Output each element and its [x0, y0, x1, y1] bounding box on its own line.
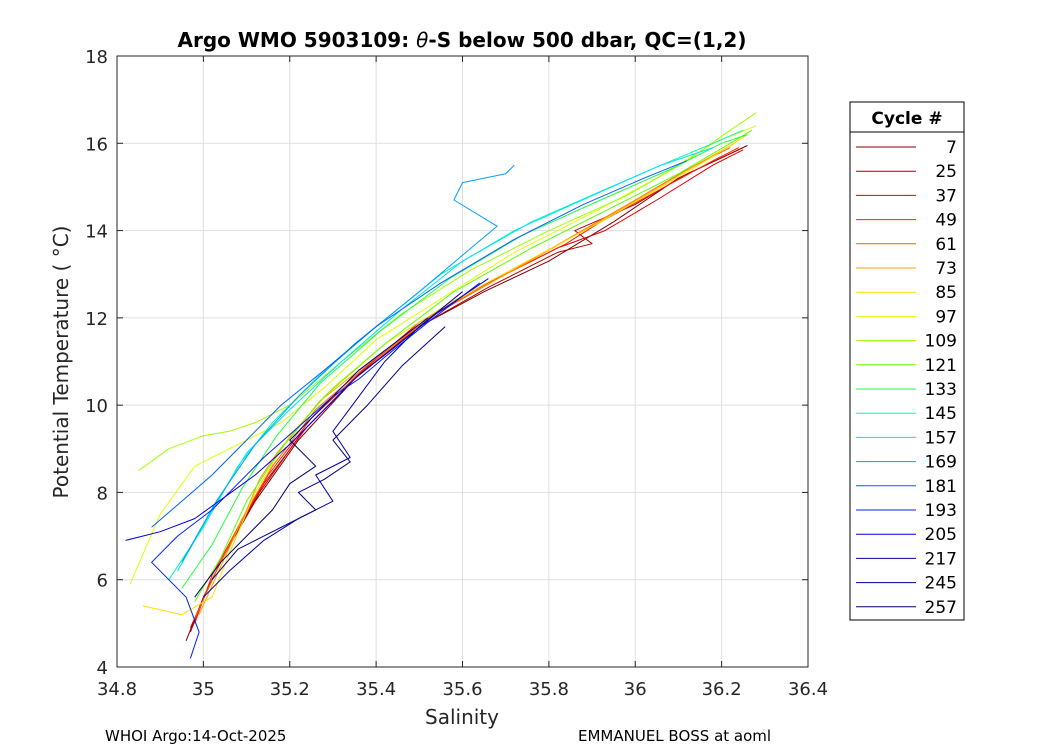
series-line-245 [211, 326, 446, 581]
series-line-205 [125, 278, 489, 541]
legend-label-245: 245 [925, 574, 957, 594]
y-tick-label: 8 [97, 483, 108, 504]
ticks: 34.8 35 35.2 35.4 35.6 35.8 36 36.2 36.4 4 6 8 10 12 1… [85, 47, 828, 700]
x-tick-label: 36.4 [788, 679, 828, 700]
legend-label-121: 121 [925, 356, 957, 376]
y-tick-label: 6 [97, 571, 108, 592]
x-tick-label: 35.6 [442, 679, 482, 700]
legend: Cycle # 7 25 37 49 61 73 85 97 109 121 133 145 157 16… [849, 101, 965, 621]
title-prefix: Argo WMO 5903109: [178, 28, 417, 52]
series-line-133 [181, 134, 748, 589]
y-tick-label: 12 [85, 309, 108, 330]
series-line-181 [151, 160, 688, 528]
series-line-169 [181, 164, 515, 563]
legend-label-97: 97 [935, 307, 957, 327]
series-group [125, 112, 757, 659]
legend-label-193: 193 [925, 501, 957, 521]
legend-label-217: 217 [925, 549, 957, 569]
y-tick-label: 14 [85, 222, 108, 243]
footer-right: EMMANUEL BOSS at aoml [578, 727, 771, 745]
chart-title: Argo WMO 5903109: θ-S below 500 dbar, QC… [178, 28, 747, 52]
legend-label-157: 157 [925, 428, 957, 448]
legend-label-169: 169 [925, 453, 957, 473]
y-tick-label: 10 [85, 396, 108, 417]
legend-label-257: 257 [925, 598, 957, 618]
legend-items: 7 25 37 49 61 73 85 97 109 121 133 145 157 169 181 193 2… [856, 138, 957, 618]
x-tick-label: 35 [192, 679, 215, 700]
x-tick-label: 34.8 [97, 679, 137, 700]
x-tick-label: 35.8 [529, 679, 569, 700]
legend-label-49: 49 [935, 211, 957, 231]
legend-box [849, 101, 965, 621]
legend-label-61: 61 [935, 235, 957, 255]
x-tick-label: 36.2 [702, 679, 742, 700]
x-axis-label: Salinity [425, 705, 499, 729]
legend-label-181: 181 [925, 477, 957, 497]
title-theta: θ [416, 28, 428, 52]
series-line-217 [203, 291, 463, 598]
legend-label-7: 7 [946, 138, 957, 158]
legend-label-205: 205 [925, 525, 957, 545]
series-line-121 [194, 129, 753, 602]
series-line-257 [194, 317, 429, 598]
x-tick-label: 35.2 [270, 679, 310, 700]
series-line-109 [138, 112, 757, 472]
series-line-61 [194, 147, 731, 620]
y-axis-label: Potential Temperature ( °C) [49, 226, 73, 499]
x-tick-label: 36 [624, 679, 647, 700]
series-line-193 [151, 282, 481, 659]
legend-label-25: 25 [935, 162, 957, 182]
legend-label-109: 109 [925, 332, 957, 352]
legend-title: Cycle # [871, 109, 942, 129]
footer-left: WHOI Argo:14-Oct-2025 [105, 727, 286, 745]
legend-label-133: 133 [925, 380, 957, 400]
y-tick-label: 16 [85, 134, 108, 155]
y-tick-label: 4 [97, 658, 108, 679]
legend-label-73: 73 [935, 259, 957, 279]
title-suffix: -S below 500 dbar, QC=(1,2) [428, 28, 746, 52]
y-tick-label: 18 [85, 47, 108, 68]
legend-label-85: 85 [935, 283, 957, 303]
legend-label-145: 145 [925, 404, 957, 424]
legend-label-37: 37 [935, 186, 957, 206]
x-tick-label: 35.4 [356, 679, 396, 700]
